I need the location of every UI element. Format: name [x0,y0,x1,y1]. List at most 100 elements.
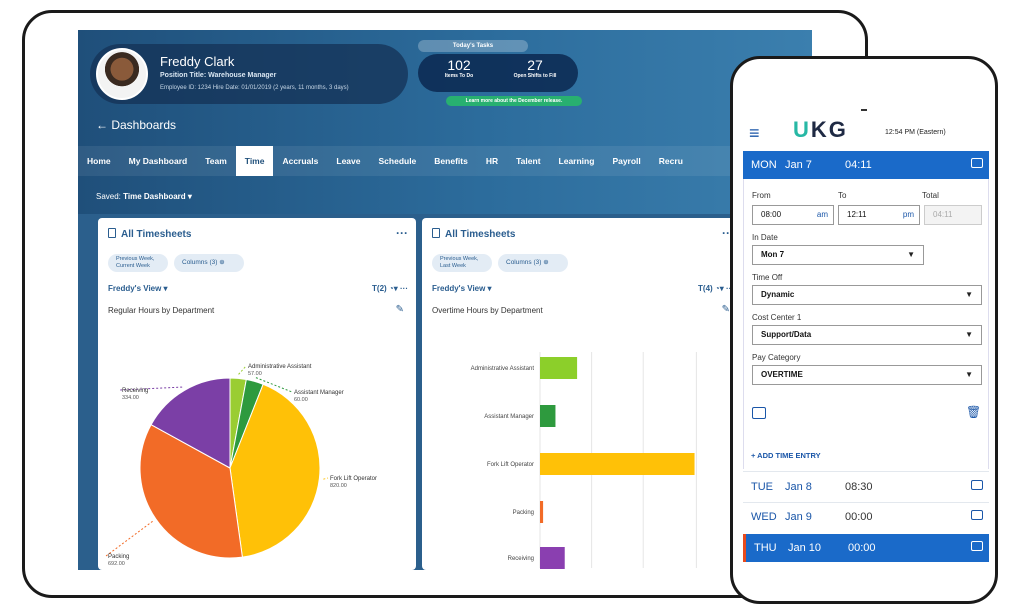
day-row-wed[interactable]: WED Jan 9 00:00 [743,503,989,531]
tab-payroll[interactable]: Payroll [612,156,641,166]
time-off-label: Time Off [752,273,783,282]
pie-value-label: 60.00 [294,397,308,403]
tab-accruals[interactable]: Accruals [282,156,319,166]
day-date: Jan 8 [785,481,812,493]
day-row-tue[interactable]: TUE Jan 8 08:30 [743,473,989,501]
edit-icon[interactable]: ✎ [395,304,404,315]
dashboard-header: Freddy Clark Position Title: Warehouse M… [78,30,812,214]
pie-value-label: 334.00 [122,395,139,401]
pie-value-label: 57.00 [248,371,262,377]
card-title: All Timesheets [432,228,515,240]
pie-leader-line [255,377,293,393]
bar[interactable] [540,501,544,523]
comment-icon[interactable] [971,158,983,168]
from-label: From [752,191,771,200]
in-date-select[interactable]: Mon 7 ▼ [752,245,924,265]
date-range-chip[interactable]: Previous Week, Current Week [108,254,168,272]
day-row-mon[interactable]: MON Jan 7 04:11 [743,151,989,179]
saved-value[interactable]: Time Dashboard ▾ [123,192,192,201]
todo-pill[interactable]: 102 Items To Do 27 Open Shifts to Fill [418,54,578,92]
pie-label: Packing [108,554,129,560]
todo-widget: Today's Tasks 102 Items To Do 27 Open Sh… [418,40,582,110]
ukg-logo: UKG [793,117,848,142]
columns-chip[interactable]: Columns (3) ⊕ [174,254,244,272]
view-selector[interactable]: Freddy's View ▾ [432,284,492,293]
time-off-select[interactable]: Dynamic ▼ [752,285,982,305]
user-name: Freddy Clark [160,54,235,69]
pie-label: Assistant Manager [294,390,344,396]
open-shifts-count: 27 [527,57,543,73]
edit-icon[interactable]: ✎ [721,304,730,315]
learn-more-link[interactable]: Learn more about the December release. [446,96,582,106]
bar-category-label: Administrative Assistant [471,366,535,372]
from-time-input[interactable]: 08:00 am [752,205,834,225]
tab-leave[interactable]: Leave [336,156,361,166]
bar[interactable] [540,357,578,379]
card-title-text: All Timesheets [445,229,516,240]
comment-icon[interactable] [971,510,983,520]
cost-center-label: Cost Center 1 [752,313,802,322]
saved-view[interactable]: Saved: Time Dashboard ▾ [96,192,192,201]
divider [743,502,989,503]
tab-learning[interactable]: Learning [558,156,595,166]
tab-benefits[interactable]: Benefits [434,156,468,166]
pie-slice[interactable] [139,423,243,559]
tab-schedule[interactable]: Schedule [378,156,417,166]
day-row-thu[interactable]: THU Jan 10 00:00 [743,534,989,562]
date-range-chip[interactable]: Previous Week, Last Week [432,254,492,272]
tab-recru[interactable]: Recru [658,156,683,166]
card-title: All Timesheets [108,228,191,240]
bar-chart: Administrative Assistant Assistant Manage… [471,352,697,569]
items-to-do-stat[interactable]: 102 Items To Do [424,57,494,80]
chart-tools[interactable]: T(4) ◔▾ ··· [698,284,734,293]
pie-label: Administrative Assistant [248,364,312,370]
bar[interactable] [540,453,695,475]
back-to-dashboards[interactable]: ← Dashboards [96,118,177,132]
tab-my-dashboard[interactable]: My Dashboard [128,156,188,166]
trash-icon[interactable]: 🗑 [966,405,982,419]
pie-label: Fork Lift Operator [330,476,377,482]
comment-icon[interactable] [971,480,983,490]
timesheets-card-pie: All Timesheets ··· Previous Week, Curren… [98,218,416,570]
tab-hr[interactable]: HR [485,156,499,166]
chart-tools[interactable]: T(2) ◔▾ ··· [372,284,408,293]
add-time-entry-button[interactable]: + ADD TIME ENTRY [751,451,821,460]
document-icon [108,228,116,238]
comment-icon[interactable] [752,407,766,419]
tab-team[interactable]: Team [205,156,227,166]
profile-card[interactable]: Freddy Clark Position Title: Warehouse M… [90,44,408,104]
pie-slice[interactable] [229,383,321,558]
bar-category-label: Packing [513,510,534,516]
card-more-button[interactable]: ··· [396,226,408,240]
day-name: MON [751,159,777,171]
to-time-input[interactable]: 12:11 pm [838,205,920,225]
user-role: Position Title: Warehouse Manager [160,72,277,79]
day-name: THU [754,542,777,554]
pie-leader-line [323,477,329,480]
pie-label: Receiving [122,388,148,394]
chart-title: Regular Hours by Department [108,306,215,315]
tab-time[interactable]: Time [235,146,274,176]
open-shifts-stat[interactable]: 27 Open Shifts to Fill [500,57,570,80]
bar[interactable] [540,547,565,569]
saved-label: Saved: [96,192,121,201]
columns-chip[interactable]: Columns (3) ⊕ [498,254,568,272]
tab-home[interactable]: Home [87,156,111,166]
bar[interactable] [540,405,556,427]
comment-icon[interactable] [971,541,983,551]
avatar[interactable] [96,48,148,100]
bar-category-label: Receiving [508,556,534,562]
bar-category-label: Fork Lift Operator [487,462,534,468]
menu-icon[interactable]: ≡ [749,123,760,143]
cost-center-select[interactable]: Support/Data ▼ [752,325,982,345]
total-label: Total [922,191,939,200]
day-name: TUE [751,481,773,493]
day-hours: 08:30 [845,481,873,493]
total-field: 04:11 [924,205,982,225]
view-selector[interactable]: Freddy's View ▾ [108,284,168,293]
to-label: To [838,191,847,200]
pay-category-select[interactable]: OVERTIME ▼ [752,365,982,385]
pie-slice[interactable] [150,377,231,469]
phone-speaker [861,109,867,111]
tab-talent[interactable]: Talent [516,156,541,166]
